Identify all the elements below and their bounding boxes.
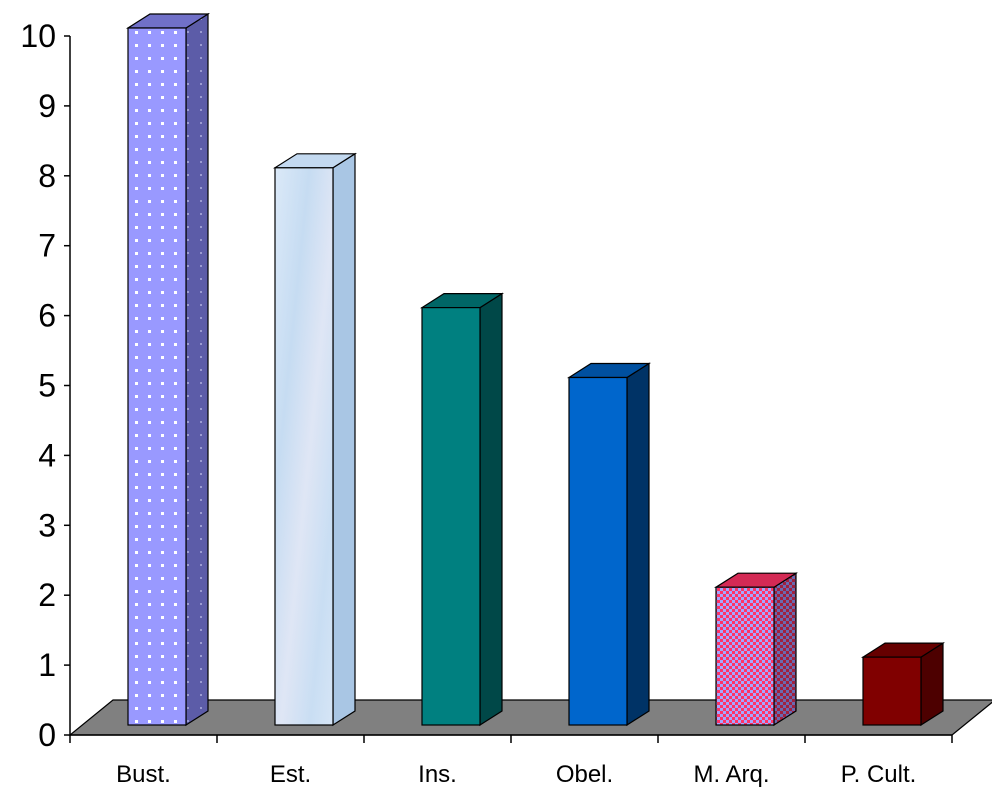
bar-4 xyxy=(566,362,652,727)
x-category-label: Bust. xyxy=(116,761,171,788)
bar-front-face xyxy=(568,376,628,726)
bar-5 xyxy=(713,572,799,727)
bar-side-face xyxy=(773,572,797,727)
y-tick-label: 2 xyxy=(38,577,56,613)
bar-front-face xyxy=(715,586,775,726)
x-category-label: Obel. xyxy=(556,761,613,788)
y-tick-label: 9 xyxy=(38,88,56,124)
y-tick-label: 10 xyxy=(20,18,56,54)
bar-side-face xyxy=(626,362,650,727)
y-tick-label: 3 xyxy=(38,507,56,543)
bar-side-face xyxy=(479,292,503,727)
y-tick-label: 0 xyxy=(38,717,56,753)
y-tick-label: 6 xyxy=(38,298,56,334)
y-tick-label: 7 xyxy=(38,228,56,264)
x-category-label: Ins. xyxy=(418,761,457,788)
y-tick-label: 5 xyxy=(38,368,56,404)
bar-side-face xyxy=(332,152,356,727)
bar-front-face xyxy=(274,167,334,726)
x-category-label: M. Arq. xyxy=(693,761,769,788)
bar-2 xyxy=(272,152,358,727)
bar-front-face xyxy=(421,307,481,726)
y-tick-label: 1 xyxy=(38,647,56,683)
bar-1 xyxy=(125,12,211,727)
bar-front-face xyxy=(127,27,187,726)
bar-6 xyxy=(860,642,946,727)
bar-side-face xyxy=(185,12,209,727)
y-tick-label: 4 xyxy=(38,437,56,473)
y-tick-label: 8 xyxy=(38,158,56,194)
x-category-label: P. Cult. xyxy=(841,761,917,788)
bar-front-face xyxy=(862,656,922,726)
bar-3 xyxy=(419,292,505,727)
x-category-label: Est. xyxy=(270,761,311,788)
